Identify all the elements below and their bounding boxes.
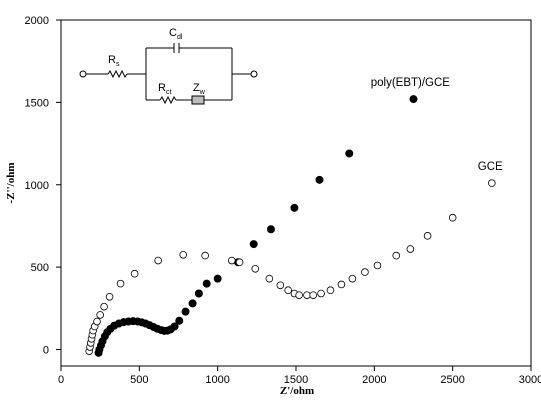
data-point-open bbox=[179, 250, 188, 259]
data-point-filled bbox=[194, 289, 203, 298]
x-tick-label: 3000 bbox=[519, 374, 541, 386]
data-point-open bbox=[276, 281, 285, 290]
data-point-filled bbox=[290, 203, 299, 212]
y-tick-label: 0 bbox=[43, 345, 49, 357]
series-gce bbox=[85, 179, 496, 355]
data-point-open bbox=[284, 286, 292, 295]
data-point-filled bbox=[315, 175, 324, 184]
data-point-filled bbox=[202, 279, 211, 288]
resistor-rct-symbol bbox=[159, 95, 177, 105]
data-point-open bbox=[303, 291, 311, 299]
annotation-layer: poly(EBT)/GCE GCE bbox=[371, 77, 503, 173]
circuit-label-cdl: Cdl bbox=[169, 27, 183, 41]
plot-border bbox=[60, 19, 532, 367]
data-point-open bbox=[116, 279, 125, 288]
data-point-open bbox=[423, 232, 432, 240]
circuit-label-rct: Rct bbox=[158, 82, 171, 96]
data-point-filled bbox=[213, 274, 222, 283]
circuit-label-zw: Zw bbox=[193, 82, 206, 96]
data-point-open bbox=[96, 311, 104, 319]
x-tick-label: 2000 bbox=[362, 374, 386, 386]
data-point-filled bbox=[181, 307, 190, 316]
x-axis-title: Z'/ohm bbox=[280, 385, 314, 397]
data-point-open bbox=[105, 292, 114, 301]
data-point-filled bbox=[345, 149, 354, 158]
data-point-filled bbox=[175, 316, 184, 325]
axis-ticks: 0 500 1000 1500 2000 2500 3000 0 500 1000 1500 2000 bbox=[25, 15, 541, 386]
data-point-open bbox=[265, 274, 274, 283]
y-tick-label: 500 bbox=[31, 262, 49, 274]
y-tick-label: 1500 bbox=[25, 97, 49, 109]
data-point-open bbox=[227, 256, 236, 265]
x-tick-label: 1500 bbox=[284, 374, 308, 386]
y-tick-label: 1000 bbox=[25, 180, 49, 192]
circuit-terminal-left bbox=[79, 70, 87, 78]
data-point-open bbox=[295, 291, 303, 299]
data-point-open bbox=[130, 269, 139, 278]
data-point-open bbox=[392, 251, 401, 260]
data-point-open bbox=[309, 291, 318, 299]
x-tick-label: 2500 bbox=[440, 374, 464, 386]
data-point-open bbox=[235, 258, 244, 267]
circuit-labels: Rs Cdl Rct Zw bbox=[108, 27, 206, 96]
circuit-terminal-right bbox=[250, 70, 258, 78]
x-tick-label: 0 bbox=[58, 374, 64, 386]
warburg-element-symbol bbox=[191, 95, 205, 105]
series-annotation: GCE bbox=[478, 161, 503, 173]
circuit-label-rs: Rs bbox=[108, 54, 120, 68]
y-tick-label: 2000 bbox=[25, 15, 49, 27]
data-point-open bbox=[448, 213, 457, 222]
data-point-open bbox=[100, 302, 108, 311]
data-point-open bbox=[406, 245, 415, 253]
data-point-open bbox=[93, 317, 101, 326]
data-point-filled bbox=[170, 322, 179, 331]
data-point-open bbox=[154, 256, 162, 265]
series-annotation: poly(EBT)/GCE bbox=[371, 77, 451, 89]
data-point-filled bbox=[409, 95, 418, 104]
x-tick-label: 500 bbox=[130, 374, 148, 386]
series-poly-ebt-gce bbox=[94, 95, 418, 357]
data-point-open bbox=[361, 268, 369, 276]
data-point-open bbox=[488, 179, 496, 187]
data-point-open bbox=[317, 289, 325, 298]
data-point-filled bbox=[188, 299, 197, 308]
data-point-open bbox=[201, 251, 209, 260]
y-axis-title: -Z''/ohm bbox=[5, 163, 17, 204]
data-point-filled bbox=[249, 240, 258, 249]
data-point-open bbox=[251, 264, 260, 273]
plot-frame bbox=[60, 19, 532, 367]
data-point-filled bbox=[266, 225, 275, 234]
data-point-open bbox=[326, 286, 335, 295]
resistor-rs-symbol bbox=[107, 69, 128, 79]
data-point-open bbox=[373, 261, 382, 270]
equivalent-circuit-inset bbox=[79, 43, 258, 105]
data-point-open bbox=[337, 280, 346, 289]
x-tick-label: 1000 bbox=[205, 374, 229, 386]
series-layer bbox=[85, 95, 496, 357]
data-point-open bbox=[348, 274, 357, 283]
